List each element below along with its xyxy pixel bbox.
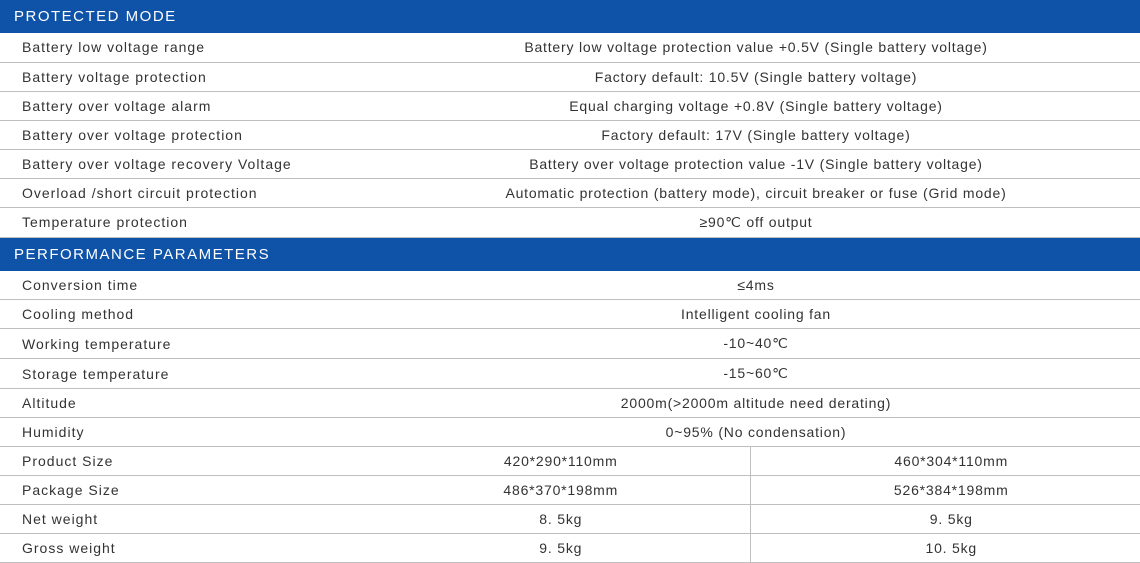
param-value: Factory default: 17V (Single battery vol… (360, 120, 1140, 149)
param-label: Package Size (0, 476, 360, 505)
table-row: Working temperature -10~40℃ (0, 329, 1140, 359)
table-row: Battery over voltage protection Factory … (0, 120, 1140, 149)
param-label: Battery over voltage recovery Voltage (0, 149, 360, 178)
table-row: Battery voltage protection Factory defau… (0, 62, 1140, 91)
param-value: ≤4ms (360, 271, 1140, 300)
param-value: 0~95% (No condensation) (360, 418, 1140, 447)
param-value: ≥90℃ off output (360, 207, 1140, 237)
param-label: Overload /short circuit protection (0, 178, 360, 207)
param-value-a: 420*290*110mm (360, 447, 750, 476)
param-value-b: 10. 5kg (750, 534, 1140, 563)
param-value-b: 9. 5kg (750, 505, 1140, 534)
table-row: Battery over voltage alarm Equal chargin… (0, 91, 1140, 120)
table-row: Gross weight 9. 5kg 10. 5kg (0, 534, 1140, 563)
param-value: Battery low voltage protection value +0.… (360, 33, 1140, 62)
table-row: Altitude 2000m(>2000m altitude need dera… (0, 389, 1140, 418)
param-value: Intelligent cooling fan (360, 300, 1140, 329)
param-value: Automatic protection (battery mode), cir… (360, 178, 1140, 207)
param-label: Battery over voltage alarm (0, 91, 360, 120)
param-value: -10~40℃ (360, 329, 1140, 359)
param-label: Conversion time (0, 271, 360, 300)
table-row: Overload /short circuit protection Autom… (0, 178, 1140, 207)
table-row: Package Size 486*370*198mm 526*384*198mm (0, 476, 1140, 505)
table-row: Battery over voltage recovery Voltage Ba… (0, 149, 1140, 178)
param-value-a: 9. 5kg (360, 534, 750, 563)
param-value-a: 486*370*198mm (360, 476, 750, 505)
table-row: Storage temperature -15~60℃ (0, 359, 1140, 389)
table-row: Conversion time ≤4ms (0, 271, 1140, 300)
param-value: Factory default: 10.5V (Single battery v… (360, 62, 1140, 91)
param-label: Cooling method (0, 300, 360, 329)
param-label: Battery voltage protection (0, 62, 360, 91)
table-row: Battery low voltage range Battery low vo… (0, 33, 1140, 62)
param-label: Battery low voltage range (0, 33, 360, 62)
spec-table: PROTECTED MODE Battery low voltage range… (0, 0, 1140, 563)
param-value: Battery over voltage protection value -1… (360, 149, 1140, 178)
param-label: Net weight (0, 505, 360, 534)
param-value: Equal charging voltage +0.8V (Single bat… (360, 91, 1140, 120)
section-title: PROTECTED MODE (0, 0, 1140, 33)
table-row: Net weight 8. 5kg 9. 5kg (0, 505, 1140, 534)
param-label: Humidity (0, 418, 360, 447)
param-label: Gross weight (0, 534, 360, 563)
param-value: 2000m(>2000m altitude need derating) (360, 389, 1140, 418)
table-row: Humidity 0~95% (No condensation) (0, 418, 1140, 447)
table-row: Cooling method Intelligent cooling fan (0, 300, 1140, 329)
param-label: Temperature protection (0, 207, 360, 237)
param-label: Storage temperature (0, 359, 360, 389)
param-label: Altitude (0, 389, 360, 418)
section-header-protected-mode: PROTECTED MODE (0, 0, 1140, 33)
param-label: Battery over voltage protection (0, 120, 360, 149)
table-row: Product Size 420*290*110mm 460*304*110mm (0, 447, 1140, 476)
section-title: PERFORMANCE PARAMETERS (0, 237, 1140, 271)
param-label: Working temperature (0, 329, 360, 359)
section-header-performance: PERFORMANCE PARAMETERS (0, 237, 1140, 271)
param-value-a: 8. 5kg (360, 505, 750, 534)
table-row: Temperature protection ≥90℃ off output (0, 207, 1140, 237)
param-value: -15~60℃ (360, 359, 1140, 389)
param-value-b: 526*384*198mm (750, 476, 1140, 505)
param-label: Product Size (0, 447, 360, 476)
param-value-b: 460*304*110mm (750, 447, 1140, 476)
